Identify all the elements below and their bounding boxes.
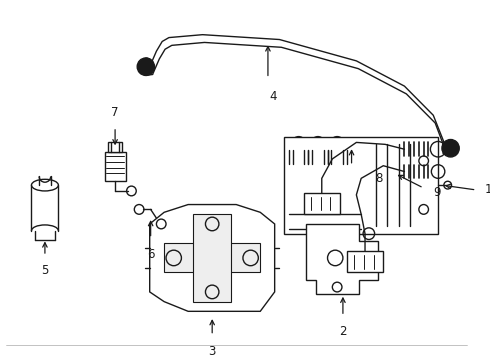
Text: 1: 1 <box>484 184 490 197</box>
Circle shape <box>137 58 154 76</box>
Polygon shape <box>150 204 275 311</box>
Bar <box>104 152 125 181</box>
Bar <box>108 143 122 152</box>
Bar <box>347 251 383 273</box>
Bar <box>284 136 438 234</box>
Bar <box>303 193 340 214</box>
Circle shape <box>442 140 459 157</box>
Text: 2: 2 <box>339 325 346 338</box>
Bar <box>193 214 231 302</box>
Text: 3: 3 <box>208 345 216 358</box>
Bar <box>164 243 260 273</box>
Text: 9: 9 <box>433 186 441 199</box>
Text: 8: 8 <box>375 172 382 185</box>
Polygon shape <box>306 224 378 294</box>
Text: 4: 4 <box>269 90 276 103</box>
Text: 6: 6 <box>147 248 154 261</box>
Text: 7: 7 <box>111 106 119 119</box>
Text: 5: 5 <box>41 264 49 277</box>
